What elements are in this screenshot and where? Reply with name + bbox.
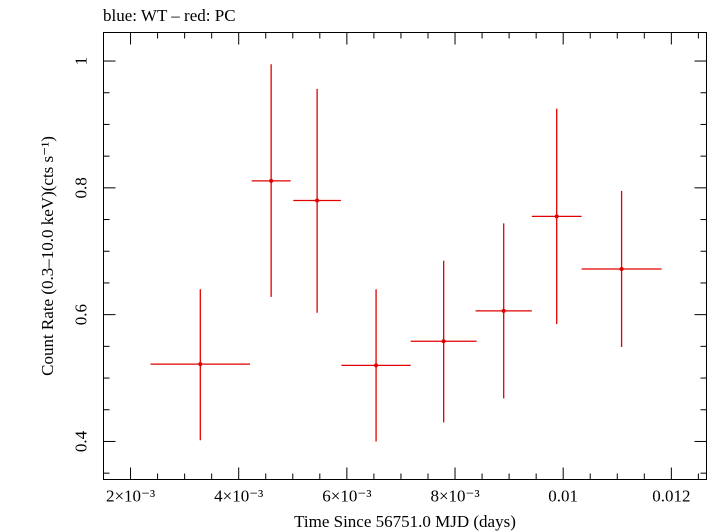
x-tick-label: 0.012 bbox=[652, 487, 690, 506]
point-marker bbox=[501, 308, 506, 313]
point-marker bbox=[315, 198, 320, 203]
chart-title: blue: WT – red: PC bbox=[103, 6, 236, 25]
point-marker bbox=[198, 362, 203, 367]
data-point bbox=[150, 289, 251, 441]
point-marker bbox=[554, 214, 559, 219]
point-marker bbox=[441, 339, 446, 344]
data-point bbox=[410, 260, 477, 423]
x-axis-label: Time Since 56751.0 MJD (days) bbox=[294, 512, 516, 531]
x-axis-ticks: 2×10⁻³ 4×10⁻³ 6×10⁻³ 8×10⁻³ 0.01 0.012 bbox=[103, 32, 699, 506]
point-marker bbox=[269, 178, 274, 183]
y-axis-ticks: 0.4 0.6 0.8 1 bbox=[72, 57, 707, 474]
data-point bbox=[293, 88, 341, 313]
y-tick-label: 0.8 bbox=[72, 177, 91, 198]
point-marker bbox=[374, 363, 379, 368]
y-tick-label: 1 bbox=[72, 57, 91, 66]
x-tick-label: 8×10⁻³ bbox=[430, 487, 479, 506]
series-pc bbox=[150, 64, 662, 442]
x-tick-label: 0.01 bbox=[548, 487, 578, 506]
y-tick-label: 0.4 bbox=[72, 430, 91, 452]
x-tick-label: 4×10⁻³ bbox=[214, 487, 263, 506]
x-tick-label: 6×10⁻³ bbox=[322, 487, 371, 506]
data-point bbox=[341, 289, 411, 442]
plot-frame bbox=[103, 32, 707, 480]
y-tick-label: 0.6 bbox=[72, 304, 91, 325]
x-tick-label: 2×10⁻³ bbox=[106, 487, 155, 506]
point-marker bbox=[619, 266, 624, 271]
data-point bbox=[475, 223, 532, 399]
y-axis-label: Count Rate (0.3–10.0 keV)(cts s⁻¹) bbox=[38, 136, 57, 376]
data-point bbox=[531, 108, 582, 325]
data-point bbox=[581, 191, 662, 347]
data-point bbox=[251, 64, 291, 297]
